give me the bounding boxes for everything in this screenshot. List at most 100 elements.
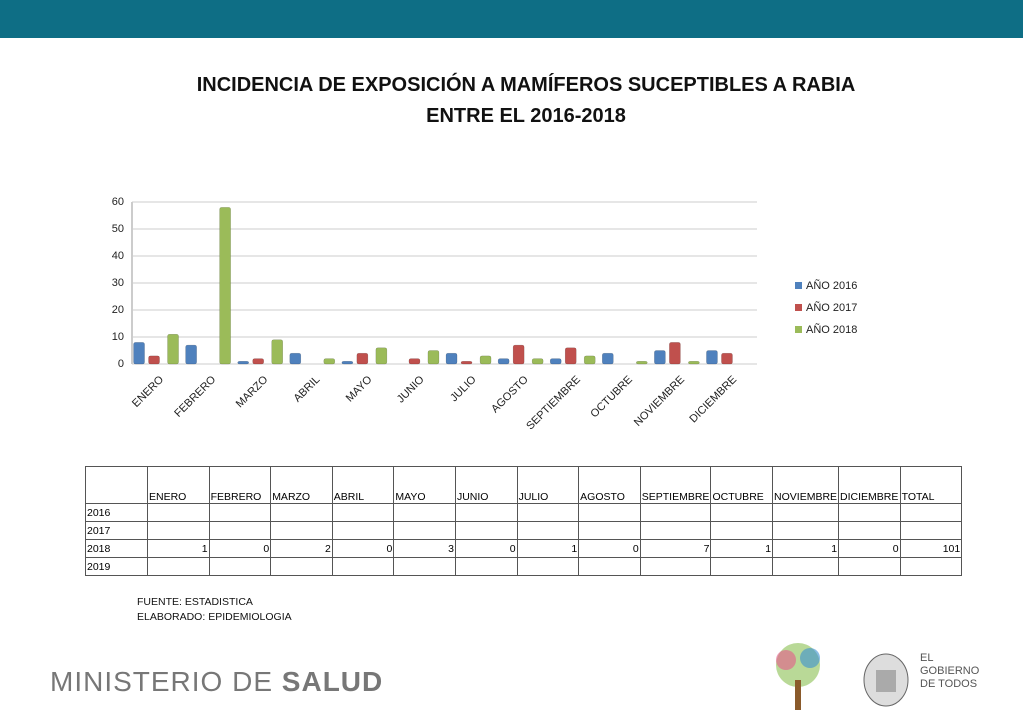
y-tick-label: 10 [112,331,124,343]
bar [427,350,440,365]
x-tick-label: AGOSTO [489,373,531,415]
empty-cell [147,503,210,522]
empty-cell [454,557,518,576]
header-cell: MAYO [393,466,456,504]
empty-cell [899,557,963,576]
bar [167,334,179,365]
empty-cell [899,521,963,540]
bar [356,352,369,365]
value-cell: 0 [838,539,901,558]
government-text: GOBIERNO [920,665,980,677]
y-tick-label: 60 [112,196,124,208]
header-cell: OCTUBRE [710,466,774,504]
empty-cell [639,503,712,522]
legend-swatch [795,304,802,311]
y-tick-label: 50 [112,223,124,235]
bar [148,355,160,365]
legend-label: AÑO 2016 [806,279,857,292]
bar [237,361,249,365]
empty-cell [772,557,840,576]
table-row: 2016 [85,503,963,522]
row-label: 2019 [85,557,148,576]
empty-cell [270,557,333,576]
bar [654,350,666,365]
source: FUENTE: ESTADISTICA [137,596,253,608]
legend-swatch [795,282,802,289]
value-cell: 1 [516,539,580,558]
bar [445,352,458,365]
row-label: 2016 [85,503,148,522]
empty-cell [147,521,210,540]
empty-cell [578,557,641,576]
empty-cell [838,557,901,576]
x-tick-label: JUNIO [395,373,427,405]
empty-cell [578,503,641,522]
header-cell: TOTAL [899,466,963,504]
table-row: 2017 [85,521,963,540]
header-cell: ABRIL [331,466,395,504]
bar [271,339,283,365]
bar [341,361,354,365]
bar [602,352,614,365]
header-cell: JUNIO [454,466,518,504]
bar [512,344,525,365]
value-cell: 3 [393,539,456,558]
empty-cell [331,557,395,576]
empty-cell [454,503,518,522]
empty-cell [899,503,963,522]
corner-cell [85,466,148,504]
bar [497,358,510,365]
header-row: ENERO FEBRERO MARZO ABRIL MAYO JUNIO JULIO AGOS… [85,466,963,504]
x-tick-label: SEPTIEMBRE [524,374,583,433]
empty-cell [838,521,901,540]
value-cell: 101 [899,539,963,558]
empty-cell [639,557,712,576]
ministry-text: MINISTERIO DE [50,666,274,697]
table-row: 2019 [85,557,963,576]
y-tick-label: 0 [118,358,124,370]
bar [688,361,700,365]
y-tick-label: 20 [112,304,124,316]
empty-cell [710,557,774,576]
y-tick-label: 30 [112,277,124,289]
empty-cell [772,503,840,522]
bar [669,342,681,365]
value-cell: 1 [710,539,774,558]
bar [531,358,544,365]
bar [375,347,388,365]
bar [323,358,336,365]
header-cell: NOVIEMBRE [772,466,840,504]
x-tick-label: NOVIEMBRE [632,374,687,429]
empty-cell [393,557,456,576]
empty-cell [208,521,272,540]
bar [564,347,577,365]
ministry-bold: SALUD [281,666,384,697]
empty-cell [639,521,712,540]
data-table: ENERO FEBRERO MARZO ABRIL MAYO JUNIO JULIO AGOS… [85,466,963,576]
header-cell: ENERO [147,466,210,504]
bar [133,342,145,365]
bar [408,358,421,365]
x-tick-label: MAYO [344,373,375,404]
government-logo: EL GOBIERNO DE TODOS [920,652,979,691]
chart: 0 10 20 30 40 50 60 ENERO FEBRERO MARZO ABRIL MAYO J… [112,196,858,433]
empty-cell [516,557,580,576]
empty-cell [331,521,395,540]
empty-cell [710,503,774,522]
empty-cell [516,503,580,522]
coat-of-arms [863,653,909,707]
value-cell: 7 [639,539,712,558]
y-tick-label: 40 [112,250,124,262]
value-cell: 1 [147,539,210,558]
empty-cell [578,521,641,540]
header-cell: JULIO [516,466,580,504]
value-cell: 1 [772,539,840,558]
legend-swatch [795,326,802,333]
empty-cell [393,521,456,540]
header-cell: MARZO [270,466,333,504]
header-cell: SEPTIEMBRE [639,466,712,504]
empty-cell [208,557,272,576]
header-cell: DICIEMBRE [838,466,901,504]
row-label: 2017 [85,521,148,540]
x-tick-label: ABRIL [291,374,322,405]
